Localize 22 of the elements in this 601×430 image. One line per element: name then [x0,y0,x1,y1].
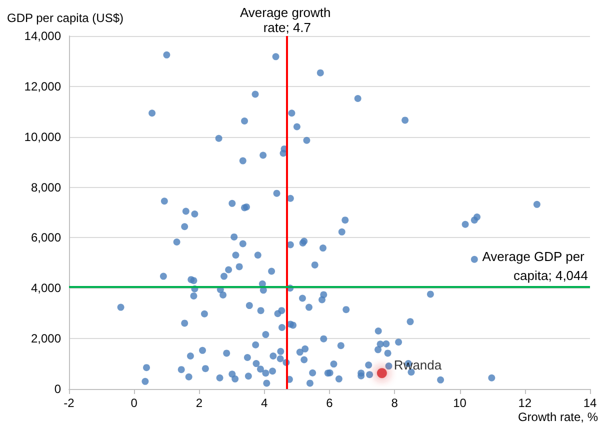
y-tick-label: 4,000 [30,281,62,296]
x-tick-label: 4 [261,396,268,410]
series-label: Rwanda [394,358,442,373]
x-tick-label: 8 [391,396,398,410]
y-tick-label: 10,000 [24,130,62,144]
x-tick-label: -2 [64,396,75,410]
y-tick-label: 12,000 [24,79,62,94]
ref-line-label: Average growth rate; 4.7 [240,5,334,35]
y-tick-label: 0 [54,382,62,396]
x-axis-title: Growth rate, % [518,410,598,424]
y-tick-label: 6,000 [30,230,62,245]
y-tick-label: 8,000 [30,180,62,194]
x-tick-label: 6 [326,396,334,410]
y-tick-label: 14,000 [24,29,62,43]
y-axis-title: GDP per capita (US$) [7,11,124,25]
x-tick-label: 2 [196,396,203,410]
x-tick-label: 14 [583,396,597,410]
ref-line-label: Average GDP per capita; 4,044 [482,249,588,284]
y-tick-label: 2,000 [30,332,62,346]
x-tick-label: 10 [453,396,467,410]
x-tick-label: 0 [130,396,138,410]
x-tick-label: 12 [518,396,532,410]
